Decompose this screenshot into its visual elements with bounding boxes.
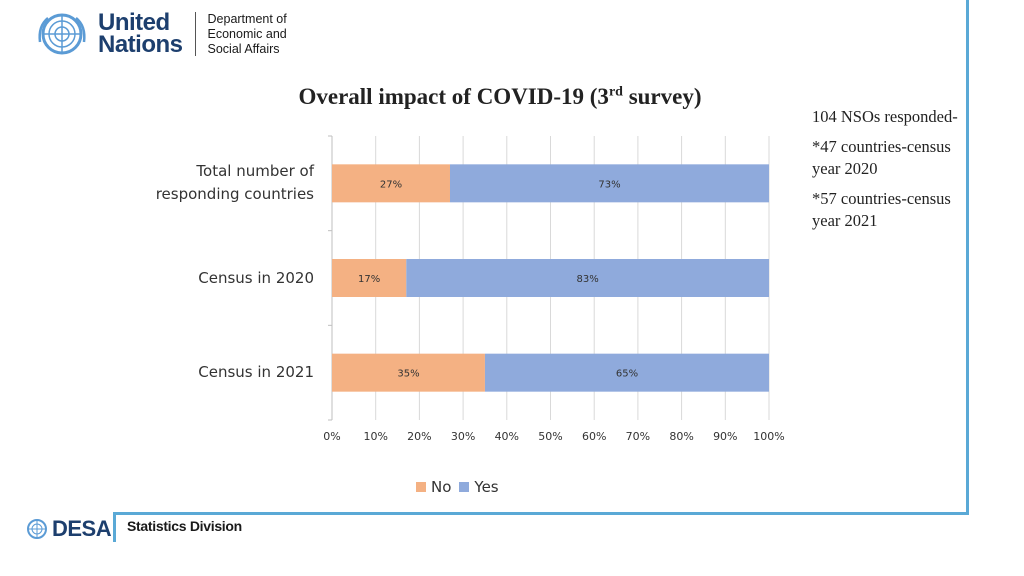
dept-line2: Economic and bbox=[207, 26, 287, 41]
note-2020: *47 countries-census year 2020 bbox=[812, 137, 951, 178]
x-tick-label: 70% bbox=[626, 430, 650, 443]
logo-separator bbox=[194, 12, 196, 56]
note-responded: 104 NSOs responded- bbox=[812, 107, 958, 126]
chart-legend: No Yes bbox=[416, 478, 499, 496]
data-label: 17% bbox=[358, 274, 380, 285]
x-tick-label: 60% bbox=[582, 430, 606, 443]
dept-line3: Social Affairs bbox=[207, 41, 280, 56]
desa-text: DESA bbox=[52, 516, 112, 541]
bar-yes-1 bbox=[406, 259, 769, 297]
legend-swatch-no bbox=[416, 482, 426, 492]
division-name: Statistics Division bbox=[127, 518, 242, 534]
legend-label-yes: Yes bbox=[474, 478, 499, 496]
un-wordmark: United Nations bbox=[98, 9, 183, 58]
x-tick-label: 90% bbox=[713, 430, 737, 443]
x-tick-label: 50% bbox=[538, 430, 562, 443]
x-tick-label: 100% bbox=[753, 430, 784, 443]
legend-item-yes: Yes bbox=[459, 478, 499, 496]
category-label: Census in 2020 bbox=[114, 267, 314, 290]
category-label: Total number of responding countries bbox=[114, 160, 314, 206]
frame-right-line bbox=[966, 0, 969, 514]
legend-label-no: No bbox=[431, 478, 452, 496]
chart-title: Overall impact of COVID-19 (3rd survey) bbox=[200, 84, 800, 110]
bar-yes-0 bbox=[449, 164, 769, 203]
un-emblem-icon bbox=[38, 13, 86, 55]
category-label-line: Total number of bbox=[196, 162, 314, 181]
title-sup: rd bbox=[608, 84, 623, 100]
data-label: 73% bbox=[598, 179, 620, 190]
un-emblem-small-icon bbox=[27, 519, 47, 539]
x-tick-label: 20% bbox=[407, 430, 431, 443]
data-label: 27% bbox=[380, 179, 402, 190]
un-logo: United Nations Department of Economic an… bbox=[34, 10, 287, 58]
bar-no-2 bbox=[332, 353, 485, 392]
title-suffix: survey) bbox=[622, 84, 702, 109]
footer-line bbox=[113, 512, 969, 515]
data-label: 35% bbox=[397, 369, 419, 380]
department-name: Department of Economic and Social Affair… bbox=[208, 12, 287, 57]
category-label-line: Census in 2021 bbox=[198, 363, 314, 382]
data-label: 83% bbox=[577, 274, 599, 285]
x-tick-label: 40% bbox=[495, 430, 519, 443]
org-line1: United bbox=[98, 9, 170, 36]
category-label: Census in 2021 bbox=[114, 361, 314, 384]
legend-swatch-yes bbox=[459, 482, 470, 492]
note-2021: *57 countries-census year 2021 bbox=[812, 189, 951, 230]
x-tick-label: 10% bbox=[363, 430, 387, 443]
bar-yes-2 bbox=[484, 353, 769, 392]
org-line2: Nations bbox=[98, 31, 183, 58]
legend-item-no: No bbox=[416, 478, 451, 496]
notes-panel: 104 NSOs responded- *47 countries-census… bbox=[812, 106, 962, 240]
data-label: 65% bbox=[616, 369, 638, 380]
x-tick-label: 0% bbox=[323, 430, 340, 443]
footer-tick bbox=[113, 512, 116, 542]
bar-no-1 bbox=[332, 259, 407, 297]
category-label-line: Census in 2020 bbox=[198, 268, 314, 287]
dept-line1: Department of bbox=[207, 11, 287, 26]
title-prefix: Overall impact of COVID-19 (3 bbox=[298, 84, 609, 109]
category-label-line: responding countries bbox=[155, 185, 314, 204]
x-tick-label: 30% bbox=[451, 430, 475, 443]
desa-logo: DESA bbox=[26, 516, 112, 542]
bar-no-0 bbox=[332, 164, 450, 203]
x-tick-label: 80% bbox=[669, 430, 693, 443]
